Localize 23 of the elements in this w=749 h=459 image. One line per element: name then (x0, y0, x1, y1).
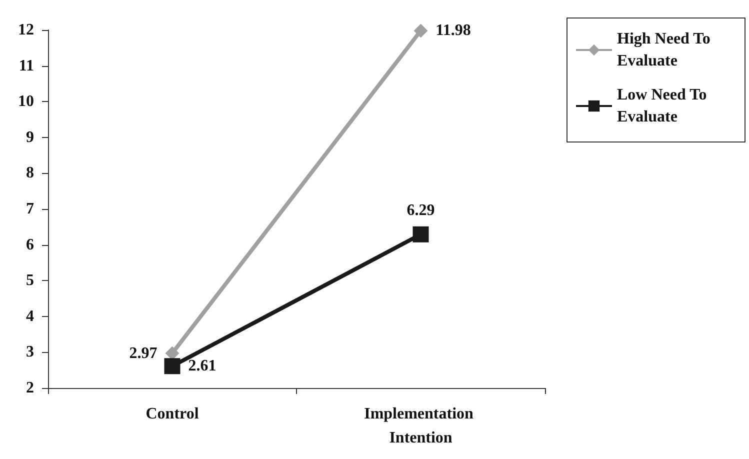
x-tick-label: Control (146, 406, 200, 422)
y-tick-label: 10 (18, 93, 34, 110)
y-tick-label: 8 (26, 164, 34, 182)
y-tick-label: 12 (18, 22, 34, 38)
point (412, 226, 429, 242)
y-tick-label: 2 (26, 380, 34, 396)
point (165, 346, 180, 360)
point (414, 24, 428, 38)
point (164, 358, 180, 374)
y-tick-label: 5 (26, 272, 34, 290)
x-tick-label: Implementation Intention (364, 406, 478, 446)
data-label: 2.61 (188, 358, 216, 375)
legend-label: Low Need To Evaluate (617, 86, 711, 126)
y-tick-label: 9 (26, 128, 34, 146)
y-tick-label: 7 (26, 200, 34, 218)
y-tick-label: 4 (26, 308, 34, 325)
data-label: 2.97 (129, 344, 158, 362)
y-tick-label: 6 (26, 236, 34, 254)
y-tick-label: 3 (26, 344, 34, 361)
data-label: 6.29 (406, 202, 435, 219)
data-label: 11.98 (436, 22, 471, 40)
y-tick-label: 11 (18, 57, 34, 74)
legend-label: High Need To Evaluate (617, 30, 714, 70)
